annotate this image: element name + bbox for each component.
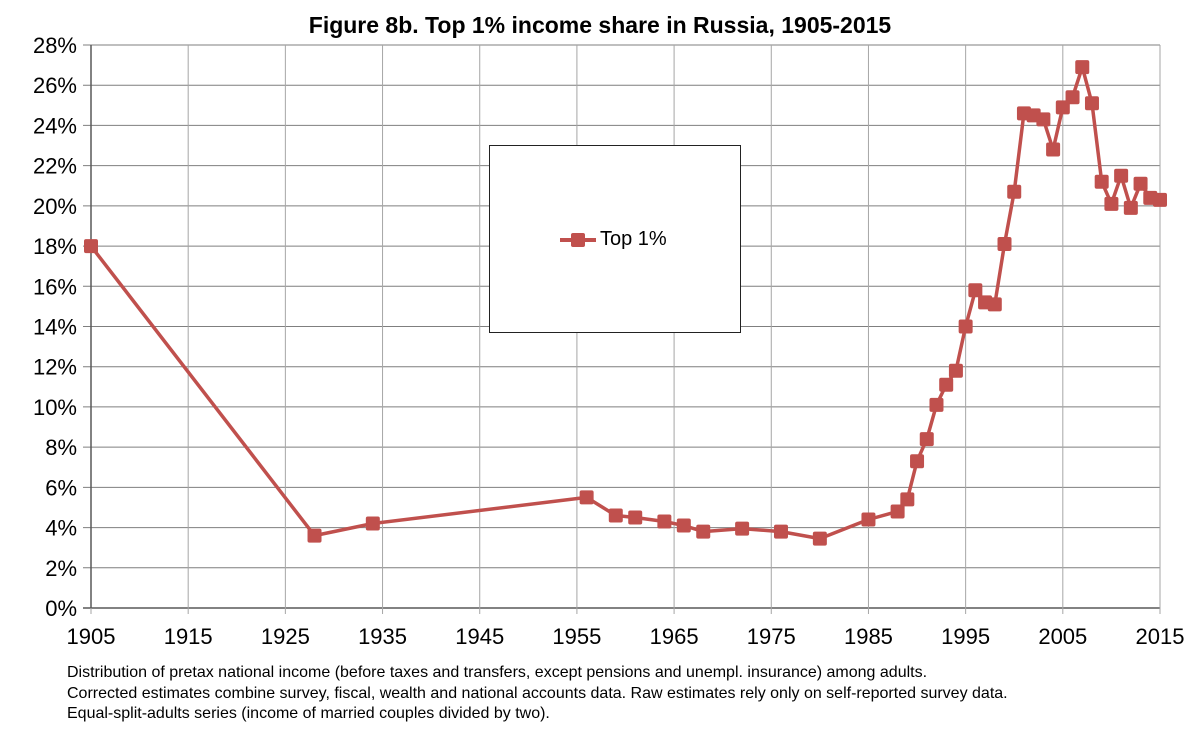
svg-text:0%: 0%: [45, 596, 77, 621]
svg-text:1985: 1985: [844, 624, 893, 649]
data-point-marker: [1036, 112, 1051, 127]
data-point-marker: [900, 492, 915, 507]
data-point-marker: [890, 504, 905, 519]
data-point-marker: [939, 377, 954, 392]
data-point-marker: [861, 512, 876, 527]
data-point-marker: [608, 508, 623, 523]
data-point-marker: [1114, 168, 1129, 183]
data-point-marker: [1104, 196, 1119, 211]
chart-legend: Top 1%: [489, 145, 741, 333]
svg-text:6%: 6%: [45, 475, 77, 500]
data-point-marker: [773, 524, 788, 539]
data-point-marker: [1046, 142, 1061, 157]
data-point-marker: [987, 297, 1002, 312]
data-point-marker: [579, 490, 594, 505]
footnote-line: Distribution of pretax national income (…: [67, 664, 928, 681]
data-point-marker: [929, 397, 944, 412]
x-axis-ticks: 1905 1915 1925 1935 1945 1955 1965 1975 1985 1995…: [67, 624, 1185, 649]
y-axis-ticks: 0% 2% 4% 6% 8% 10% 12% 14% 16% 18% 20% 22% 24% 26% 28%: [33, 33, 77, 621]
svg-text:26%: 26%: [33, 73, 77, 98]
data-point-marker: [968, 283, 983, 298]
svg-text:1955: 1955: [552, 624, 601, 649]
svg-text:4%: 4%: [45, 516, 77, 541]
svg-text:22%: 22%: [33, 154, 77, 179]
svg-text:2015: 2015: [1136, 624, 1185, 649]
legend-label: Top 1%: [600, 228, 667, 250]
svg-text:2%: 2%: [45, 556, 77, 581]
legend-item-top-1pct: Top 1%: [560, 228, 667, 251]
svg-text:28%: 28%: [33, 33, 77, 58]
data-point-marker: [1123, 200, 1138, 215]
data-point-marker: [1065, 90, 1080, 105]
data-point-marker: [958, 319, 973, 334]
svg-text:1965: 1965: [650, 624, 699, 649]
svg-text:2005: 2005: [1038, 624, 1087, 649]
data-point-marker: [910, 454, 925, 469]
data-point-marker: [1075, 60, 1090, 75]
data-point-marker: [948, 363, 963, 378]
svg-text:1935: 1935: [358, 624, 407, 649]
footnote-line: Corrected estimates combine survey, fisc…: [67, 684, 1008, 702]
svg-text:1905: 1905: [67, 624, 116, 649]
footnote-line: Equal-split-adults series (income of mar…: [67, 705, 550, 722]
data-point-marker: [997, 237, 1012, 252]
data-point-marker: [735, 521, 750, 536]
chart-title: Figure 8b. Top 1% income share in Russia…: [308, 12, 892, 38]
data-point-marker: [657, 514, 672, 529]
svg-text:18%: 18%: [33, 234, 77, 259]
data-point-marker: [1094, 174, 1109, 189]
data-point-marker: [365, 516, 380, 531]
svg-text:16%: 16%: [33, 274, 77, 299]
data-point-marker: [628, 510, 643, 525]
svg-text:14%: 14%: [33, 315, 77, 340]
data-point-marker: [1133, 176, 1148, 191]
data-point-marker: [1153, 192, 1167, 207]
svg-text:1995: 1995: [941, 624, 990, 649]
data-point-marker: [812, 531, 827, 546]
data-point-marker: [696, 524, 711, 539]
svg-text:24%: 24%: [33, 113, 77, 138]
square-marker-icon: [560, 232, 596, 247]
data-point-marker: [84, 239, 98, 254]
chart-footnote: Distribution of pretax national income (…: [67, 663, 1008, 725]
svg-text:8%: 8%: [45, 435, 77, 460]
data-point-marker: [919, 432, 934, 447]
data-point-marker: [1007, 184, 1022, 199]
svg-text:20%: 20%: [33, 194, 77, 219]
data-point-marker: [676, 518, 691, 533]
svg-text:12%: 12%: [33, 355, 77, 380]
series-top-1pct: [84, 60, 1167, 546]
svg-text:1945: 1945: [455, 624, 504, 649]
data-point-marker: [307, 528, 322, 543]
svg-text:10%: 10%: [33, 395, 77, 420]
svg-text:1915: 1915: [164, 624, 213, 649]
svg-text:1975: 1975: [747, 624, 796, 649]
data-point-marker: [1084, 96, 1099, 111]
svg-text:1925: 1925: [261, 624, 310, 649]
